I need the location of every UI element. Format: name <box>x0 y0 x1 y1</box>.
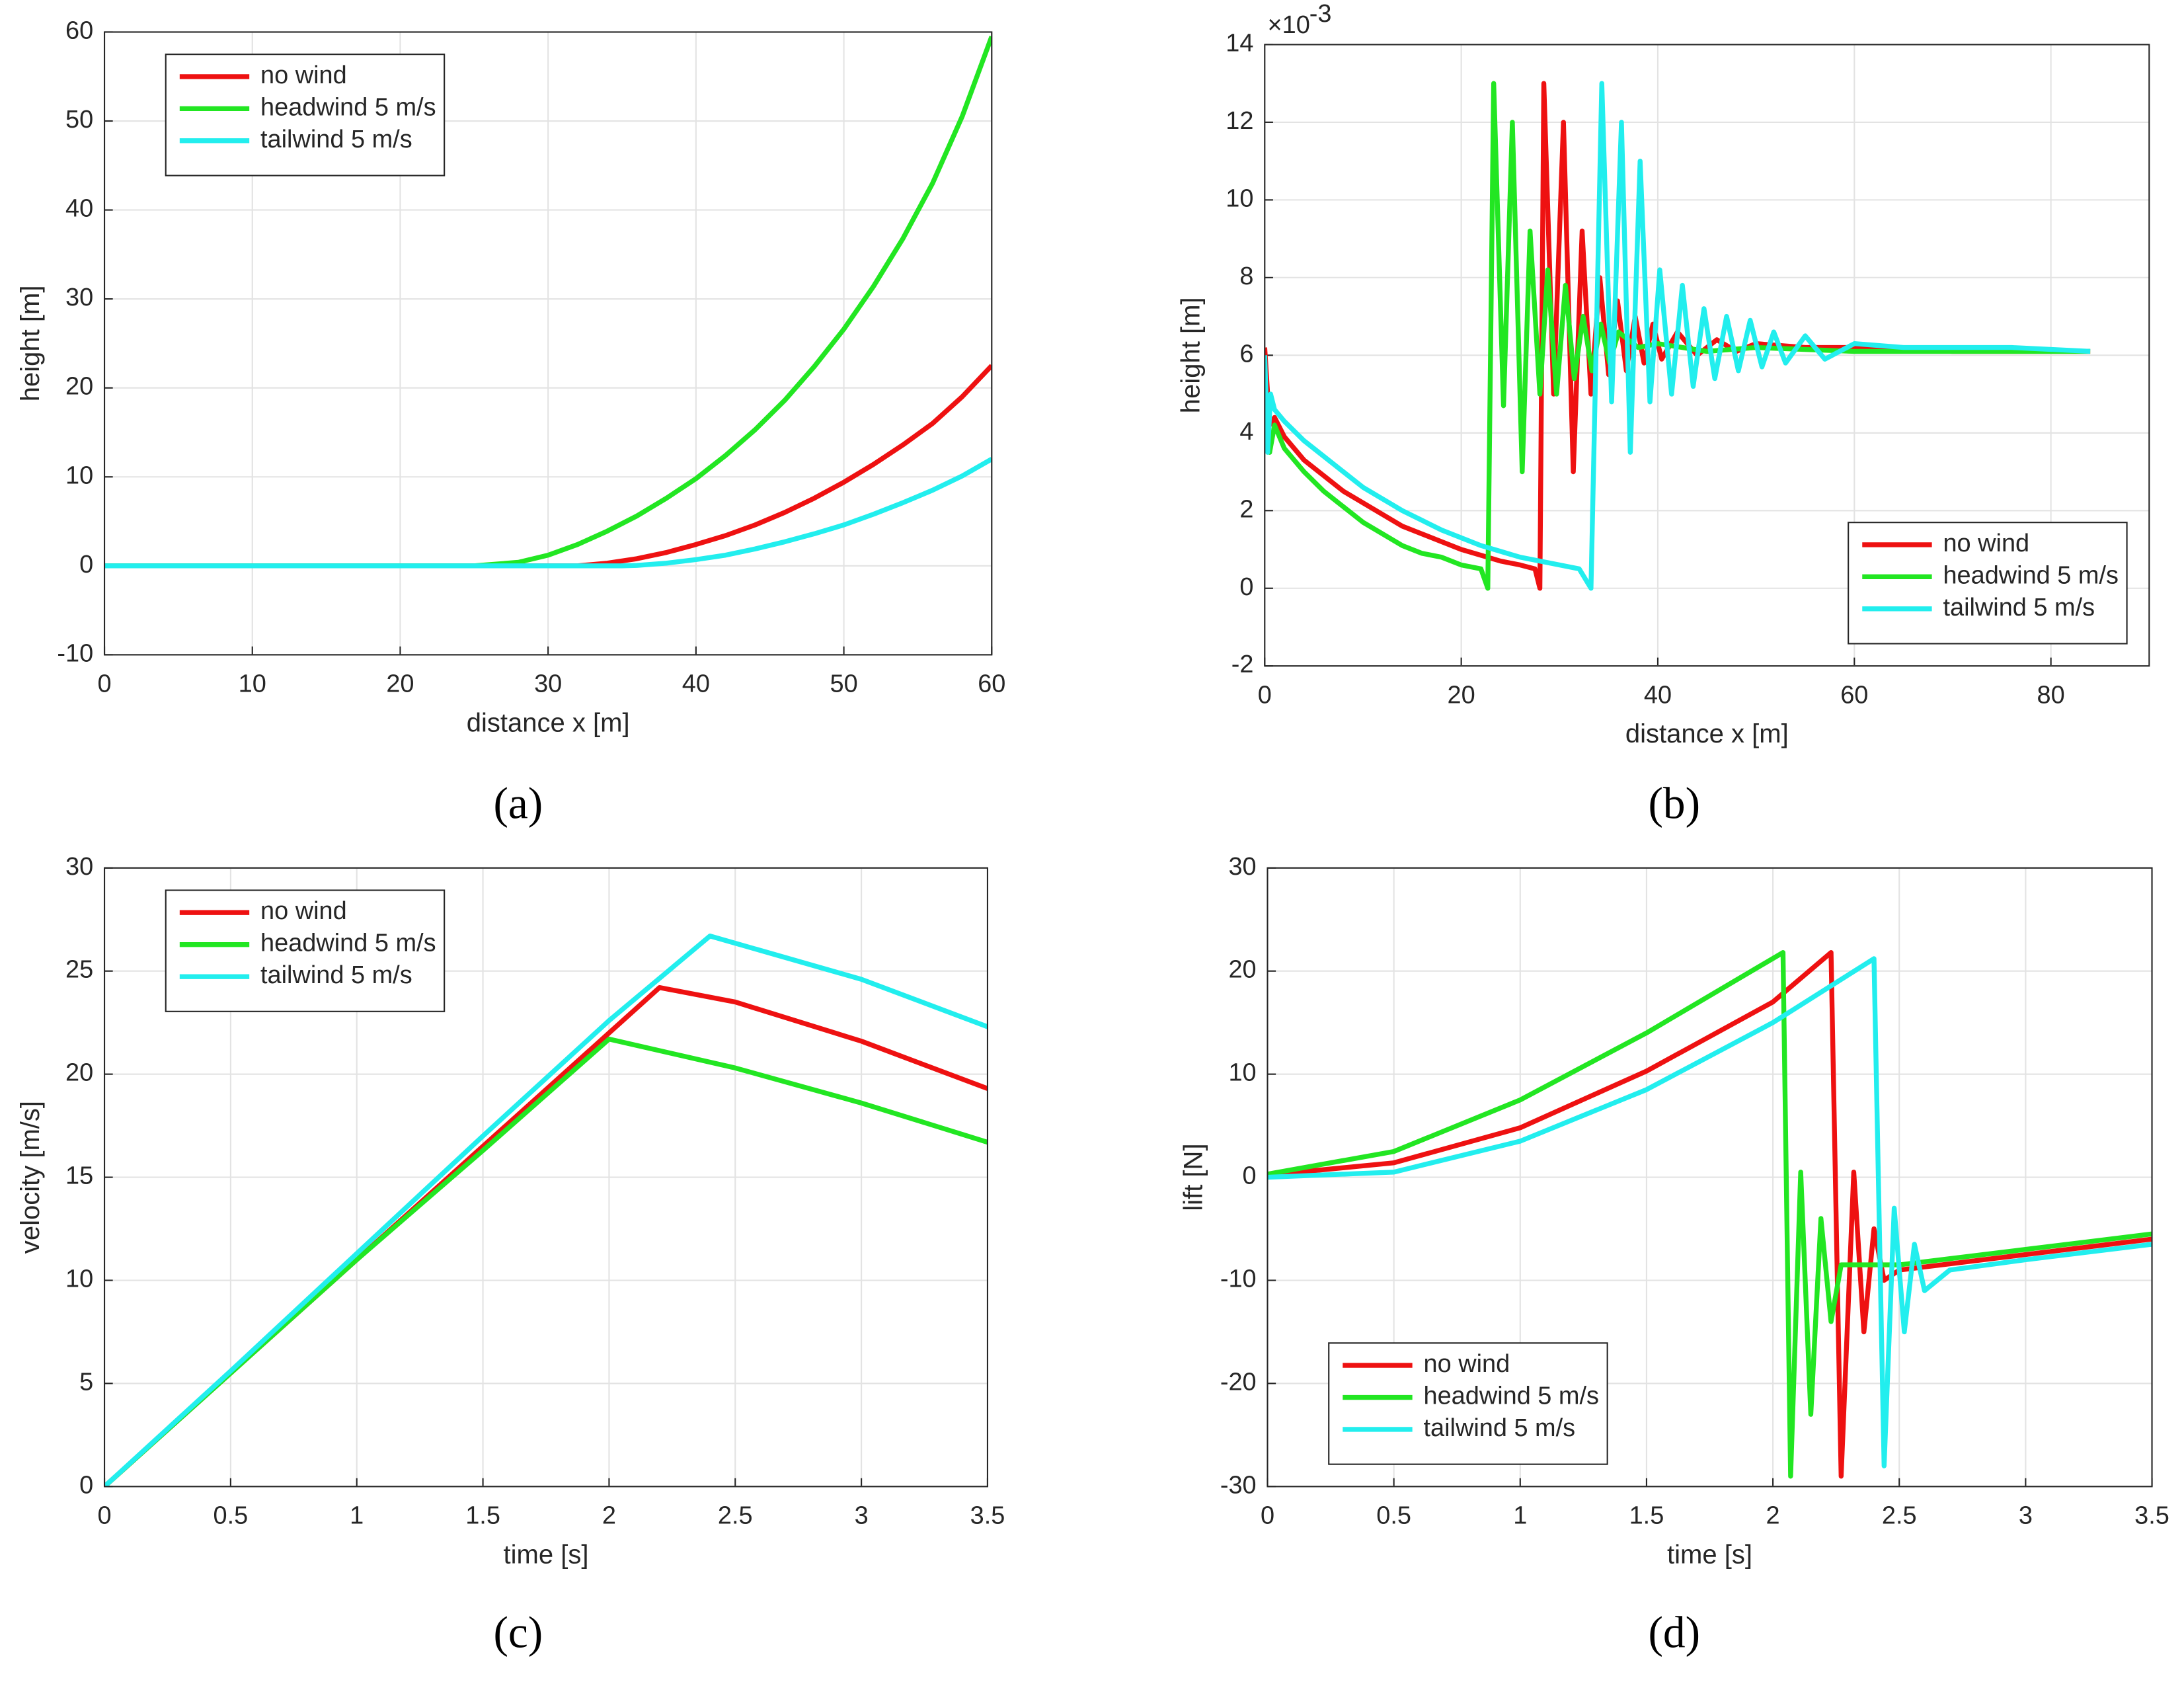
legend-label: headwind 5 m/s <box>1943 561 2118 589</box>
y-tick-label: 60 <box>65 17 93 44</box>
y-tick-label: 10 <box>1226 184 1253 212</box>
y-axis-label: height [m] <box>16 286 45 402</box>
caption: (a) <box>493 779 543 828</box>
x-tick-label: 60 <box>1840 682 1868 709</box>
x-tick-label: 0 <box>1261 1502 1274 1530</box>
x-tick-label: 2.5 <box>1882 1502 1917 1530</box>
x-axis-label: distance x [m] <box>467 708 630 737</box>
caption: (b) <box>1648 779 1700 828</box>
axes-box <box>103 867 989 1488</box>
y-tick-label: 25 <box>65 956 93 984</box>
y-tick-label: 20 <box>65 373 93 401</box>
axes-box <box>1267 867 2153 1488</box>
y-axis-label: velocity [m/s] <box>16 1101 45 1254</box>
y-tick-label: 12 <box>1226 107 1253 135</box>
x-tick-label: 50 <box>830 670 857 698</box>
x-tick-label: 1 <box>1513 1502 1527 1530</box>
x-tick-label: 0.5 <box>1376 1502 1411 1530</box>
legend-label: tailwind 5 m/s <box>260 961 412 989</box>
y-tick-label: 40 <box>65 195 93 223</box>
y-tick-label: -10 <box>1220 1265 1257 1293</box>
legend-label: headwind 5 m/s <box>260 930 436 957</box>
y-tick-label: 50 <box>65 106 93 134</box>
data-line <box>1265 81 2091 591</box>
caption: (d) <box>1648 1607 1700 1657</box>
y-exponent-base: ×10 <box>1268 11 1310 39</box>
y-tick-label: -10 <box>57 639 93 667</box>
legend-label: tailwind 5 m/s <box>260 126 412 153</box>
x-tick-label: 2 <box>602 1502 616 1530</box>
legend-label: headwind 5 m/s <box>260 93 436 121</box>
legend-label: no wind <box>1943 530 2029 557</box>
y-tick-label: 10 <box>65 461 93 489</box>
legend-box <box>1848 522 2128 645</box>
y-tick-label: 2 <box>1239 495 1253 523</box>
x-tick-label: 0 <box>97 670 111 698</box>
legend-label: headwind 5 m/s <box>1424 1382 1599 1410</box>
x-tick-label: 30 <box>534 670 562 698</box>
y-tick-label: 14 <box>1226 29 1253 57</box>
y-tick-label: 4 <box>1239 418 1253 446</box>
x-tick-label: 3 <box>2019 1502 2033 1530</box>
y-tick-label: 10 <box>1228 1059 1256 1087</box>
y-tick-label: 30 <box>65 284 93 311</box>
y-tick-label: 30 <box>65 853 93 881</box>
legend-label: no wind <box>1424 1350 1510 1378</box>
x-tick-label: 0 <box>97 1502 111 1530</box>
y-tick-label: 10 <box>65 1265 93 1293</box>
x-tick-label: 80 <box>2037 682 2065 709</box>
x-tick-label: 2.5 <box>718 1502 753 1530</box>
y-tick-label: 0 <box>1239 573 1253 601</box>
data-line <box>1267 949 2152 1479</box>
data-line <box>1265 81 2091 591</box>
y-tick-label: -2 <box>1231 651 1254 678</box>
y-tick-label: 30 <box>1228 853 1256 881</box>
legend-label: no wind <box>260 61 347 89</box>
y-axis-label: lift [N] <box>1179 1143 1208 1211</box>
data-line <box>104 934 988 1487</box>
y-tick-label: 0 <box>1243 1162 1257 1190</box>
caption: (c) <box>493 1607 543 1657</box>
y-tick-label: 0 <box>79 551 93 579</box>
x-tick-label: 20 <box>1448 682 1475 709</box>
x-tick-label: 1.5 <box>1629 1502 1664 1530</box>
y-axis-label: height [m] <box>1176 297 1205 413</box>
axes-box <box>1264 44 2150 667</box>
x-axis-label: time [s] <box>1667 1540 1752 1569</box>
legend-label: tailwind 5 m/s <box>1943 594 2095 621</box>
x-axis-label: time [s] <box>504 1540 589 1569</box>
x-tick-label: 1.5 <box>465 1502 500 1530</box>
legend-label: no wind <box>260 897 347 925</box>
x-tick-label: 0 <box>1258 682 1272 709</box>
y-tick-label: 20 <box>65 1059 93 1087</box>
x-tick-label: 40 <box>682 670 710 698</box>
x-tick-label: 3.5 <box>970 1502 1005 1530</box>
x-tick-label: 1 <box>350 1502 364 1530</box>
y-tick-label: 20 <box>1228 956 1256 984</box>
y-tick-label: 0 <box>79 1471 93 1499</box>
x-tick-label: 0.5 <box>214 1502 249 1530</box>
data-line <box>104 457 992 569</box>
y-tick-label: 15 <box>65 1162 93 1190</box>
x-tick-label: 20 <box>386 670 414 698</box>
y-tick-label: -30 <box>1220 1471 1257 1499</box>
x-tick-label: 3.5 <box>2134 1502 2169 1530</box>
x-tick-label: 2 <box>1766 1502 1780 1530</box>
y-tick-label: 6 <box>1239 340 1253 368</box>
x-tick-label: 3 <box>855 1502 869 1530</box>
x-axis-label: distance x [m] <box>1625 719 1789 748</box>
y-tick-label: 5 <box>79 1368 93 1396</box>
data-line <box>1267 956 2152 1468</box>
y-exponent-power: -3 <box>1309 0 1332 28</box>
y-tick-label: -20 <box>1220 1368 1257 1396</box>
x-tick-label: 60 <box>978 670 1005 698</box>
axes-box <box>103 31 993 656</box>
x-tick-label: 40 <box>1644 682 1672 709</box>
legend-label: tailwind 5 m/s <box>1424 1414 1576 1442</box>
y-tick-label: 8 <box>1239 262 1253 290</box>
x-tick-label: 10 <box>239 670 266 698</box>
